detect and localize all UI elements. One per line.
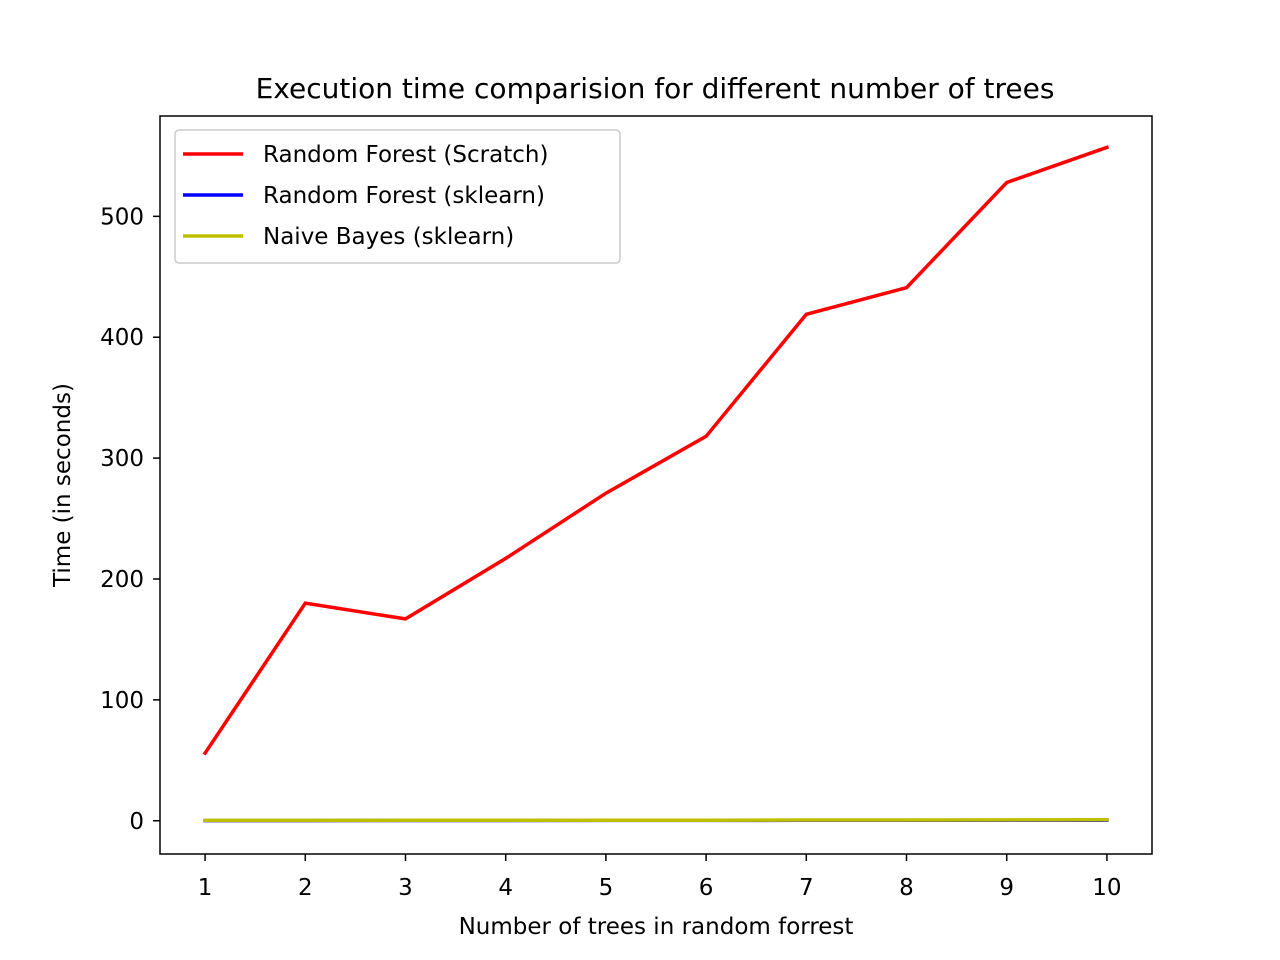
- y-tick-label: 0: [129, 809, 144, 835]
- series-line-0: [202, 145, 1110, 756]
- x-tick-label: 6: [699, 875, 714, 901]
- x-tick-label: 10: [1092, 875, 1121, 901]
- plot-frame: [159, 115, 1153, 855]
- x-axis-label: Number of trees in random forrest: [459, 914, 854, 940]
- y-tick-label: 500: [100, 204, 144, 230]
- x-tick-label: 4: [498, 875, 513, 901]
- y-tick-label: 300: [100, 446, 144, 472]
- x-tick-label: 7: [799, 875, 814, 901]
- legend-label-0: Random Forest (Scratch): [263, 142, 548, 168]
- x-tick-label: 2: [298, 875, 313, 901]
- y-tick-label: 100: [100, 688, 144, 714]
- y-tick-label: 400: [100, 325, 144, 351]
- y-tick-label: 200: [100, 567, 144, 593]
- x-tick-label: 9: [999, 875, 1014, 901]
- legend-label-2: Naive Bayes (sklearn): [263, 224, 514, 250]
- legend-label-1: Random Forest (sklearn): [263, 183, 545, 209]
- legend: Random Forest (Scratch) Random Forest (sk…: [174, 129, 621, 264]
- series-line-2: [203, 818, 1109, 823]
- x-tick-label: 8: [899, 875, 914, 901]
- x-axis: 1 2 3 4 5 6 7 8 9 10: [198, 854, 1122, 901]
- y-axis-label: Time (in seconds): [50, 383, 76, 588]
- y-axis: 0 100 200 300 400 500: [100, 204, 160, 835]
- x-tick-label: 5: [599, 875, 614, 901]
- chart-title: Execution time comparision for different…: [256, 72, 1055, 105]
- legend-box: [174, 129, 621, 264]
- series-layer: [202, 145, 1110, 823]
- x-tick-label: 1: [198, 875, 213, 901]
- x-tick-label: 3: [398, 875, 413, 901]
